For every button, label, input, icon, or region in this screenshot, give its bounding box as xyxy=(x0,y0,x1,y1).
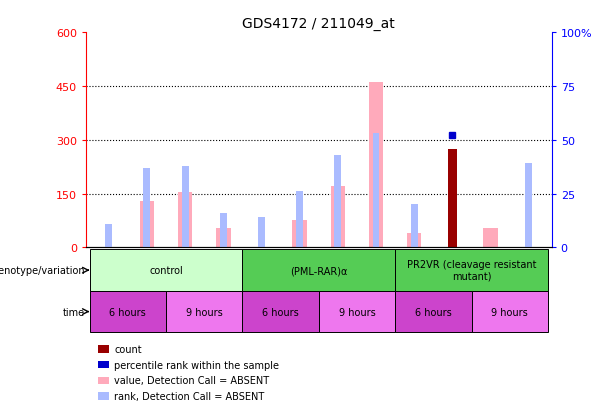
Bar xyxy=(292,221,307,248)
Text: GSM538610: GSM538610 xyxy=(104,252,113,307)
Text: genotype/variation: genotype/variation xyxy=(0,266,85,275)
Text: time: time xyxy=(63,307,85,317)
Bar xyxy=(181,166,189,248)
Text: GSM538617: GSM538617 xyxy=(371,252,381,307)
Bar xyxy=(449,192,456,248)
Text: 9 hours: 9 hours xyxy=(186,307,223,317)
Bar xyxy=(395,250,548,291)
Bar xyxy=(296,192,303,248)
Text: 6 hours: 6 hours xyxy=(415,307,452,317)
Text: 9 hours: 9 hours xyxy=(338,307,375,317)
Text: count: count xyxy=(114,344,142,354)
Text: GSM538615: GSM538615 xyxy=(448,252,457,307)
Bar xyxy=(369,83,383,248)
Text: GSM538608: GSM538608 xyxy=(333,252,342,307)
Bar xyxy=(448,150,457,248)
Bar xyxy=(483,228,498,248)
Text: value, Detection Call = ABSENT: value, Detection Call = ABSENT xyxy=(114,375,269,385)
Text: 6 hours: 6 hours xyxy=(262,307,299,317)
Text: control: control xyxy=(149,266,183,275)
Text: 6 hours: 6 hours xyxy=(110,307,147,317)
Bar xyxy=(242,250,395,291)
Bar xyxy=(471,291,548,332)
Bar xyxy=(140,201,154,248)
Text: GSM538618: GSM538618 xyxy=(524,252,533,307)
Bar xyxy=(319,291,395,332)
Bar xyxy=(178,192,192,248)
Bar xyxy=(216,228,230,248)
Text: (PML-RAR)α: (PML-RAR)α xyxy=(290,266,348,275)
Bar xyxy=(143,169,150,248)
Bar xyxy=(105,224,112,248)
Bar xyxy=(330,187,345,248)
Title: GDS4172 / 211049_at: GDS4172 / 211049_at xyxy=(242,17,395,31)
Bar xyxy=(166,291,242,332)
Bar xyxy=(220,214,227,248)
Text: GSM538612: GSM538612 xyxy=(409,252,419,307)
Bar xyxy=(373,134,379,248)
Bar xyxy=(89,250,242,291)
Bar xyxy=(395,291,471,332)
Bar xyxy=(411,205,417,248)
Text: PR2VR (cleavage resistant
mutant): PR2VR (cleavage resistant mutant) xyxy=(407,260,536,281)
Text: 9 hours: 9 hours xyxy=(491,307,528,317)
Text: GSM538616: GSM538616 xyxy=(219,252,228,307)
Bar xyxy=(407,233,422,248)
Bar xyxy=(258,218,265,248)
Bar xyxy=(335,155,341,248)
Text: GSM538611: GSM538611 xyxy=(257,252,266,307)
Text: GSM538614: GSM538614 xyxy=(295,252,304,307)
Bar xyxy=(89,291,166,332)
Bar xyxy=(242,291,319,332)
Text: percentile rank within the sample: percentile rank within the sample xyxy=(114,360,279,370)
Bar xyxy=(525,164,532,248)
Text: GSM538609: GSM538609 xyxy=(486,252,495,307)
Text: GSM538607: GSM538607 xyxy=(181,252,189,307)
Text: GSM538613: GSM538613 xyxy=(142,252,151,307)
Text: rank, Detection Call = ABSENT: rank, Detection Call = ABSENT xyxy=(114,391,264,401)
